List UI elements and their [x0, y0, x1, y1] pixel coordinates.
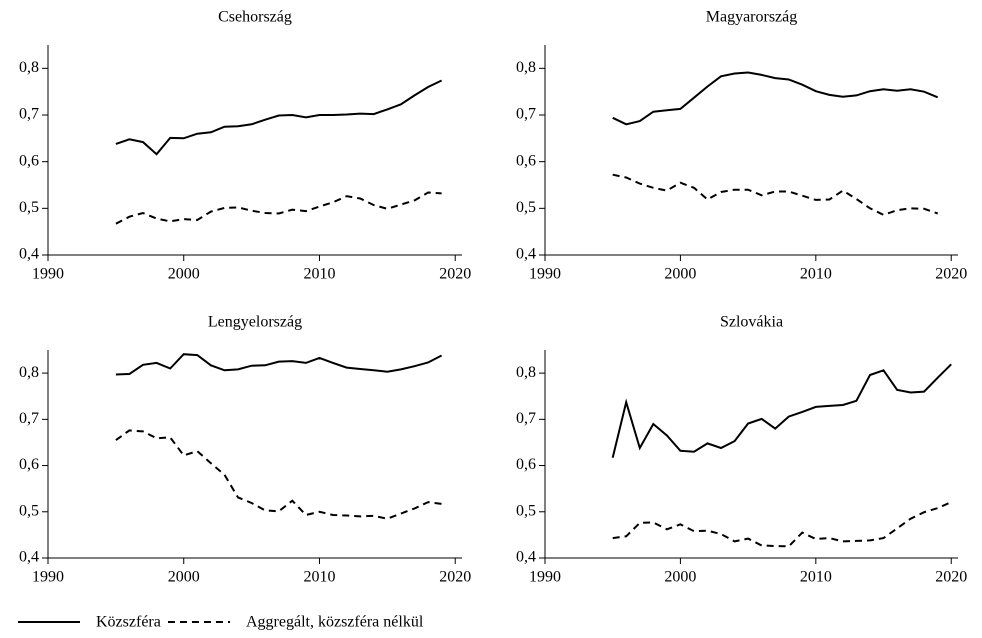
y-tick-label: 0,8 [19, 364, 39, 381]
y-tick-label: 0,6 [19, 152, 39, 169]
x-tick-label: 2010 [303, 266, 335, 283]
y-tick-label: 0,6 [516, 152, 536, 169]
y-tick-label: 0,5 [19, 502, 39, 519]
y-tick-label: 0,8 [516, 364, 536, 381]
x-tick-label: 2020 [935, 569, 967, 586]
x-tick-label: 2000 [664, 266, 696, 283]
y-tick-label: 0,7 [19, 410, 39, 427]
series-line [612, 173, 939, 216]
y-tick-label: 0,5 [19, 199, 39, 216]
series-line [115, 353, 443, 376]
y-tick-label: 0,5 [516, 502, 536, 519]
chart-title: Csehország [218, 9, 292, 26]
y-tick-label: 0,7 [516, 410, 536, 427]
series-line [115, 191, 442, 225]
x-tick-label: 2010 [303, 569, 335, 586]
x-tick-label: 2010 [800, 266, 832, 283]
y-tick-label: 0,5 [516, 199, 536, 216]
x-tick-label: 1990 [529, 569, 561, 586]
y-tick-label: 0,8 [516, 59, 536, 76]
x-tick-label: 2020 [935, 266, 967, 283]
y-tick-label: 0,7 [516, 106, 536, 123]
y-tick-label: 0,4 [19, 549, 39, 566]
legend-label: Közszféra [96, 614, 161, 631]
series-line [612, 501, 952, 548]
x-tick-label: 1990 [32, 266, 64, 283]
series-line [612, 71, 939, 126]
y-tick-label: 0,4 [19, 246, 39, 263]
x-tick-label: 2020 [439, 569, 471, 586]
chart-title: Lengyelország [208, 314, 302, 331]
x-tick-label: 1990 [32, 569, 64, 586]
y-tick-label: 0,4 [516, 246, 536, 263]
x-tick-label: 2010 [800, 569, 832, 586]
chart-title: Magyarország [706, 9, 798, 26]
x-tick-label: 2000 [664, 569, 696, 586]
y-tick-label: 0,6 [19, 456, 39, 473]
x-tick-label: 2020 [439, 266, 471, 283]
series-line [115, 79, 443, 156]
x-tick-label: 1990 [529, 266, 561, 283]
series-line [115, 429, 442, 520]
y-tick-label: 0,4 [516, 549, 536, 566]
x-tick-label: 2000 [168, 266, 200, 283]
y-tick-label: 0,6 [516, 456, 536, 473]
x-tick-label: 2000 [168, 569, 200, 586]
y-tick-label: 0,8 [19, 59, 39, 76]
series-line [611, 363, 952, 458]
chart-title: Szlovákia [720, 314, 783, 331]
y-tick-label: 0,7 [19, 106, 39, 123]
legend-label: Aggregált, közszféra nélkül [246, 614, 424, 631]
